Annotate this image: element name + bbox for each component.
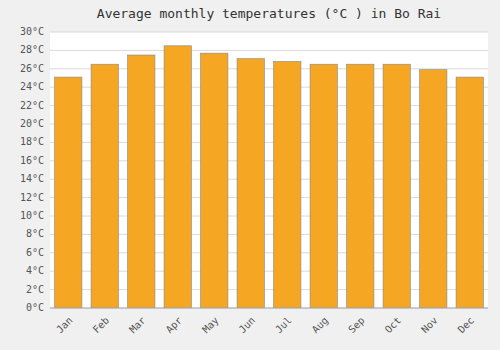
x-tick-label: Jun — [237, 315, 258, 336]
y-tick-label: 26°C — [20, 63, 44, 74]
grid-line — [50, 50, 488, 51]
y-tick-label: 2°C — [26, 284, 44, 295]
y-tick-label: 18°C — [20, 136, 44, 147]
bar — [310, 64, 337, 308]
x-tick-label: Dec — [456, 315, 477, 336]
x-tick-label: Sep — [346, 315, 367, 336]
background — [0, 0, 500, 350]
bar — [128, 55, 155, 308]
y-tick-label: 0°C — [26, 302, 44, 313]
grid-line — [50, 308, 488, 309]
y-tick-label: 30°C — [20, 26, 44, 37]
x-tick-label: May — [200, 315, 221, 336]
bar — [383, 64, 410, 308]
plot-background — [50, 32, 488, 308]
bar — [55, 77, 82, 308]
y-tick-label: 22°C — [20, 100, 44, 111]
bar — [201, 53, 228, 308]
y-tick-label: 10°C — [20, 210, 44, 221]
title: Average monthly temperatures (°C ) in Bo… — [97, 6, 441, 21]
y-tick-label: 6°C — [26, 247, 44, 258]
y-tick-label: 20°C — [20, 118, 44, 129]
x-tick-label: Mar — [127, 315, 148, 336]
y-tick-label: 24°C — [20, 81, 44, 92]
bar — [91, 64, 118, 308]
y-tick-label: 16°C — [20, 155, 44, 166]
x-tick-label: Jan — [54, 315, 75, 336]
bar — [274, 61, 301, 308]
y-tick-label: 8°C — [26, 228, 44, 239]
x-tick-label: Nov — [419, 315, 440, 336]
bar — [237, 59, 264, 308]
x-tick-label: Oct — [383, 315, 404, 336]
x-tick-label: Apr — [164, 315, 185, 336]
y-tick-label: 14°C — [20, 173, 44, 184]
bar — [420, 70, 447, 308]
x-tick-label: Jul — [273, 315, 294, 336]
grid-line — [50, 32, 488, 33]
y-tick-label: 4°C — [26, 265, 44, 276]
bar — [164, 46, 191, 308]
bar — [347, 64, 374, 308]
y-tick-label: 28°C — [20, 44, 44, 55]
x-tick-label: Feb — [91, 315, 112, 336]
x-tick-label: Aug — [310, 315, 331, 336]
plot: 0°C 2°C 4°C 6°C 8°C 10°C 12°C 14°C 16°C 18°C 20°C 2… — [20, 26, 488, 335]
y-tick-label: 12°C — [20, 192, 44, 203]
bar — [456, 77, 483, 308]
x-axis-line — [50, 308, 488, 309]
bars — [55, 46, 484, 308]
chart: 0°C 2°C 4°C 6°C 8°C 10°C 12°C 14°C 16°C 18°C 20°C 2… — [0, 0, 500, 350]
